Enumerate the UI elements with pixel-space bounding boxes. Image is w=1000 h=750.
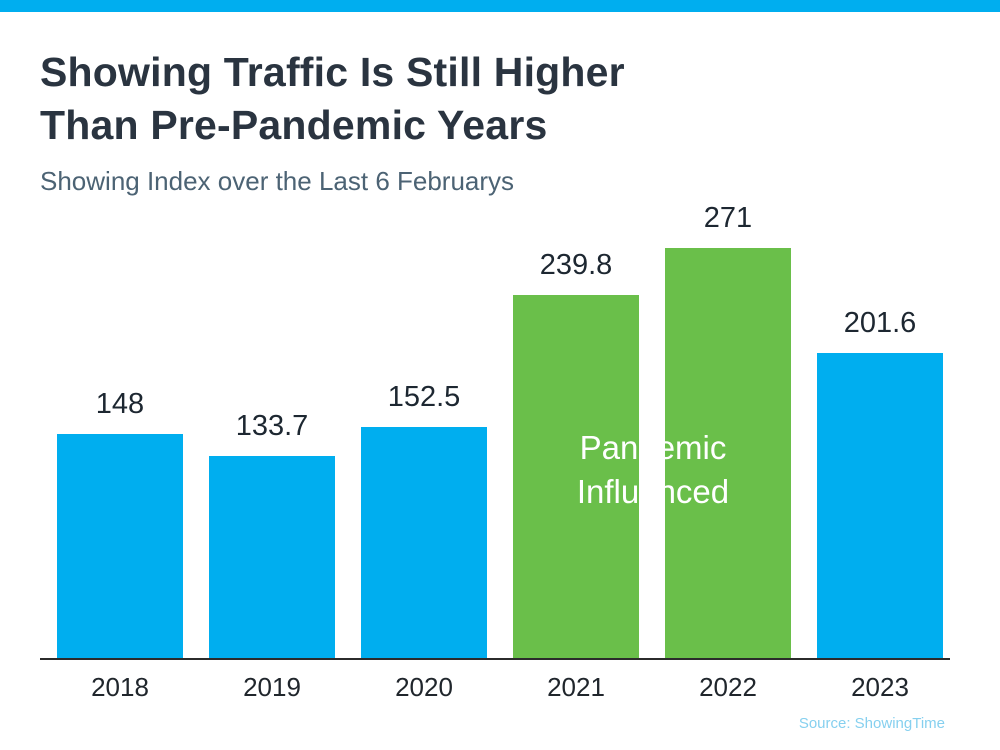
source-attribution: Source: ShowingTime xyxy=(798,714,945,732)
chart-subtitle: Showing Index over the Last 6 Februarys xyxy=(40,165,515,196)
top-accent-bar xyxy=(0,0,1000,12)
bar-value-label: 271 xyxy=(703,201,753,234)
bar-value-label: 148 xyxy=(95,387,145,420)
chart-area: 148 133.7 152.5 239.8 271 201.6 Pandemic Infl… xyxy=(0,202,1000,660)
bar-group-2022: 271 xyxy=(665,202,791,658)
x-axis-label-2021: 2021 xyxy=(547,671,605,702)
x-axis-label-2019: 2019 xyxy=(243,671,301,702)
page-title-line-2: Than Pre-Pandemic Years xyxy=(40,102,548,149)
bar-value-label: 239.8 xyxy=(539,248,613,281)
page-title-line-1: Showing Traffic Is Still Higher xyxy=(40,49,625,95)
x-axis-line xyxy=(40,657,950,660)
bar-2020 xyxy=(361,426,487,658)
bar-2022 xyxy=(665,247,791,658)
bars-row: 148 133.7 152.5 239.8 271 201.6 xyxy=(0,202,1000,658)
x-axis-label-2022: 2022 xyxy=(699,671,757,702)
bar-group-2020: 152.5 xyxy=(361,381,487,658)
bar-group-2021: 239.8 xyxy=(513,249,639,658)
page-title: Showing Traffic Is Still Higher Than Pre… xyxy=(40,46,960,153)
bar-group-2019: 133.7 xyxy=(209,410,335,658)
chart-header: Showing Traffic Is Still Higher Than Pre… xyxy=(0,12,1000,197)
bar-2021 xyxy=(513,294,639,658)
bar-value-label: 133.7 xyxy=(235,409,309,442)
bar-2019 xyxy=(209,455,335,658)
bar-group-2018: 148 xyxy=(57,388,183,658)
x-axis-label-2023: 2023 xyxy=(851,671,909,702)
bar-group-2023: 201.6 xyxy=(817,307,943,658)
bar-2023 xyxy=(817,352,943,658)
x-axis-label-2020: 2020 xyxy=(395,671,453,702)
bar-2018 xyxy=(57,433,183,658)
x-axis-label-2018: 2018 xyxy=(91,671,149,702)
bar-value-label: 152.5 xyxy=(387,380,461,413)
x-labels-row: 2018 2019 2020 2021 2022 2023 xyxy=(0,672,1000,703)
bar-value-label: 201.6 xyxy=(843,306,917,339)
pandemic-influenced-annotation: Pandemic Influenced xyxy=(576,428,730,511)
